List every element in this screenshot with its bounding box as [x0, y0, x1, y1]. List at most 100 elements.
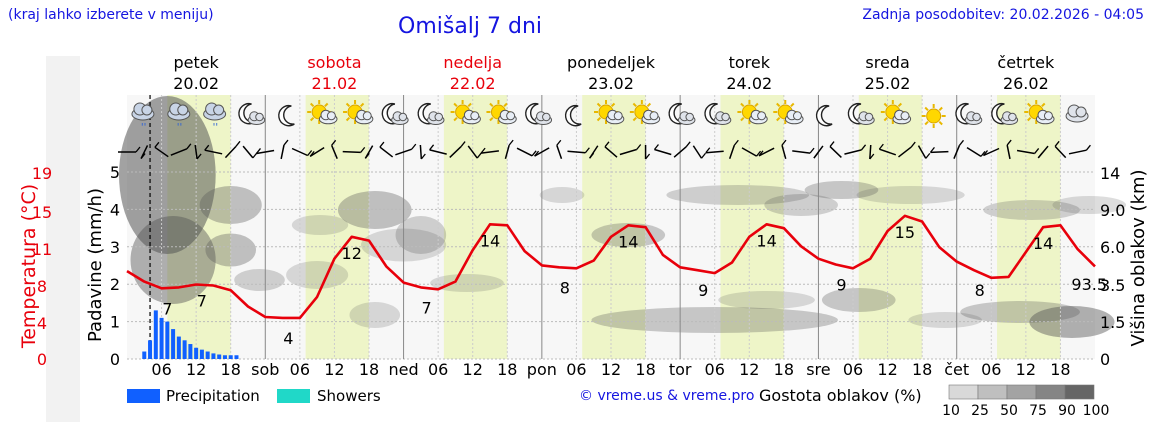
wind-barb-flag — [307, 150, 313, 156]
wind-barb-flag — [829, 141, 835, 147]
wind-barb — [379, 146, 394, 158]
x-tick-label: 06 — [566, 360, 586, 379]
moon-icon — [815, 104, 833, 127]
precip-bar — [159, 317, 164, 359]
temperature-label: 14 — [756, 231, 776, 250]
wind-barb-flag — [283, 139, 289, 146]
wind-barb — [280, 144, 285, 160]
precip-bar — [222, 355, 227, 359]
temperature-label: 14 — [618, 232, 638, 251]
grid — [127, 95, 1095, 360]
sun-ray — [596, 102, 602, 108]
cloud-density-tick: 75 — [1029, 403, 1047, 419]
wind-barb — [1016, 149, 1035, 155]
x-tick-label: 06 — [705, 360, 725, 379]
precip-bar — [217, 354, 222, 359]
temperature-tick: 15 — [32, 203, 52, 222]
precip-bar — [194, 347, 199, 359]
cloud-patch — [718, 291, 815, 309]
wind-barb — [792, 150, 811, 154]
x-tick-label: 06 — [151, 360, 171, 379]
temperature-label: 14 — [1033, 234, 1053, 253]
wind-barb-flag — [781, 139, 787, 146]
precip-bar — [142, 351, 147, 359]
precip-legend-label: Precipitation — [166, 387, 260, 405]
wind-barb-flag — [910, 141, 916, 148]
cloud-patch — [539, 187, 585, 203]
wind-barb-flag — [531, 150, 537, 157]
rain-drops: '' — [177, 122, 183, 133]
wind-barb — [728, 144, 736, 160]
day-date-label: 25.02 — [865, 74, 911, 93]
wind-barb — [419, 144, 423, 160]
wind-barb-flag — [589, 152, 595, 159]
region-menu-note[interactable]: (kraj lahko izberete v meniju) — [8, 7, 214, 23]
temperature-label: 7 — [197, 292, 207, 311]
sun-ray — [309, 116, 315, 122]
sun-ray — [754, 102, 759, 108]
cloud-shape — [864, 112, 874, 122]
cloud-shape — [685, 112, 694, 122]
wind-barb — [429, 149, 447, 155]
moon-cloud-icon — [668, 102, 696, 125]
cloud-shape — [362, 111, 372, 121]
sun-ray — [503, 102, 508, 108]
day-name-label: petek — [173, 53, 219, 72]
day-date-label: 26.02 — [1003, 74, 1049, 93]
wind-barb — [692, 145, 703, 159]
wind-barb — [309, 146, 325, 158]
sun-ray — [790, 102, 795, 108]
sun-ray — [924, 106, 929, 112]
wind-barb-flag — [604, 141, 610, 148]
x-tick-label: 18 — [912, 360, 932, 379]
sun-ray — [883, 116, 888, 122]
cloud-shape — [434, 112, 443, 122]
wind-barb — [758, 147, 775, 157]
cloud-shape — [972, 112, 981, 122]
wind-barb — [342, 150, 361, 154]
wind-barb-flag — [140, 153, 146, 159]
wind-barb — [1006, 144, 1011, 160]
cloud-height-axis-title: Višina oblakov (km) — [1128, 169, 1149, 346]
wind-barb-flag — [480, 147, 486, 154]
sun-cloud-icon — [343, 100, 374, 125]
wind-barb-flag — [861, 144, 867, 151]
cloud-density-swatch — [977, 384, 1008, 400]
temperature-label: 8 — [975, 281, 985, 300]
cloud-shape — [141, 104, 153, 116]
wind-barb-flag — [653, 144, 659, 150]
wind-barb — [330, 145, 338, 159]
temperature-tick: 19 — [32, 164, 52, 183]
wind-barb — [604, 146, 618, 158]
precip-tick: 1 — [110, 313, 120, 332]
wind-barb-flag — [379, 141, 385, 148]
wind-barb-flag — [135, 146, 141, 153]
x-tick-label: 12 — [324, 360, 344, 379]
precipitation-bars — [142, 310, 239, 359]
sun-ray — [924, 120, 929, 126]
precip-bar — [165, 321, 170, 359]
wind-barb — [844, 149, 862, 155]
moon-cloud-icon — [704, 102, 732, 125]
cloud-rain-icon: '' — [131, 102, 155, 133]
cloud-shape — [1043, 111, 1053, 121]
moon-cloud-icon — [238, 102, 266, 125]
wind-barb — [154, 146, 169, 158]
temperature-label: 4 — [283, 329, 293, 348]
wind-barb-flag — [645, 153, 651, 160]
temperature-label: 9 — [836, 275, 846, 294]
moon-icon — [564, 104, 582, 127]
temperature-label: 8 — [560, 278, 570, 297]
cloud-height-tick: 9.0 — [1100, 201, 1125, 220]
sun-ray — [324, 102, 329, 108]
cloud-density-legend-title: Gostota oblakov (%) — [759, 386, 922, 405]
wind-barb — [673, 146, 687, 158]
cloud-shape — [506, 111, 516, 121]
cloud-patch — [821, 288, 896, 312]
credit-link[interactable]: © vreme.us & vreme.pro — [579, 388, 755, 404]
x-tick-label: 12 — [186, 360, 206, 379]
wind-barb-flag — [154, 141, 160, 148]
x-tick-label: 12 — [1016, 360, 1036, 379]
cloud-patch — [983, 200, 1080, 220]
cloud-density-tick: 50 — [1000, 403, 1018, 419]
